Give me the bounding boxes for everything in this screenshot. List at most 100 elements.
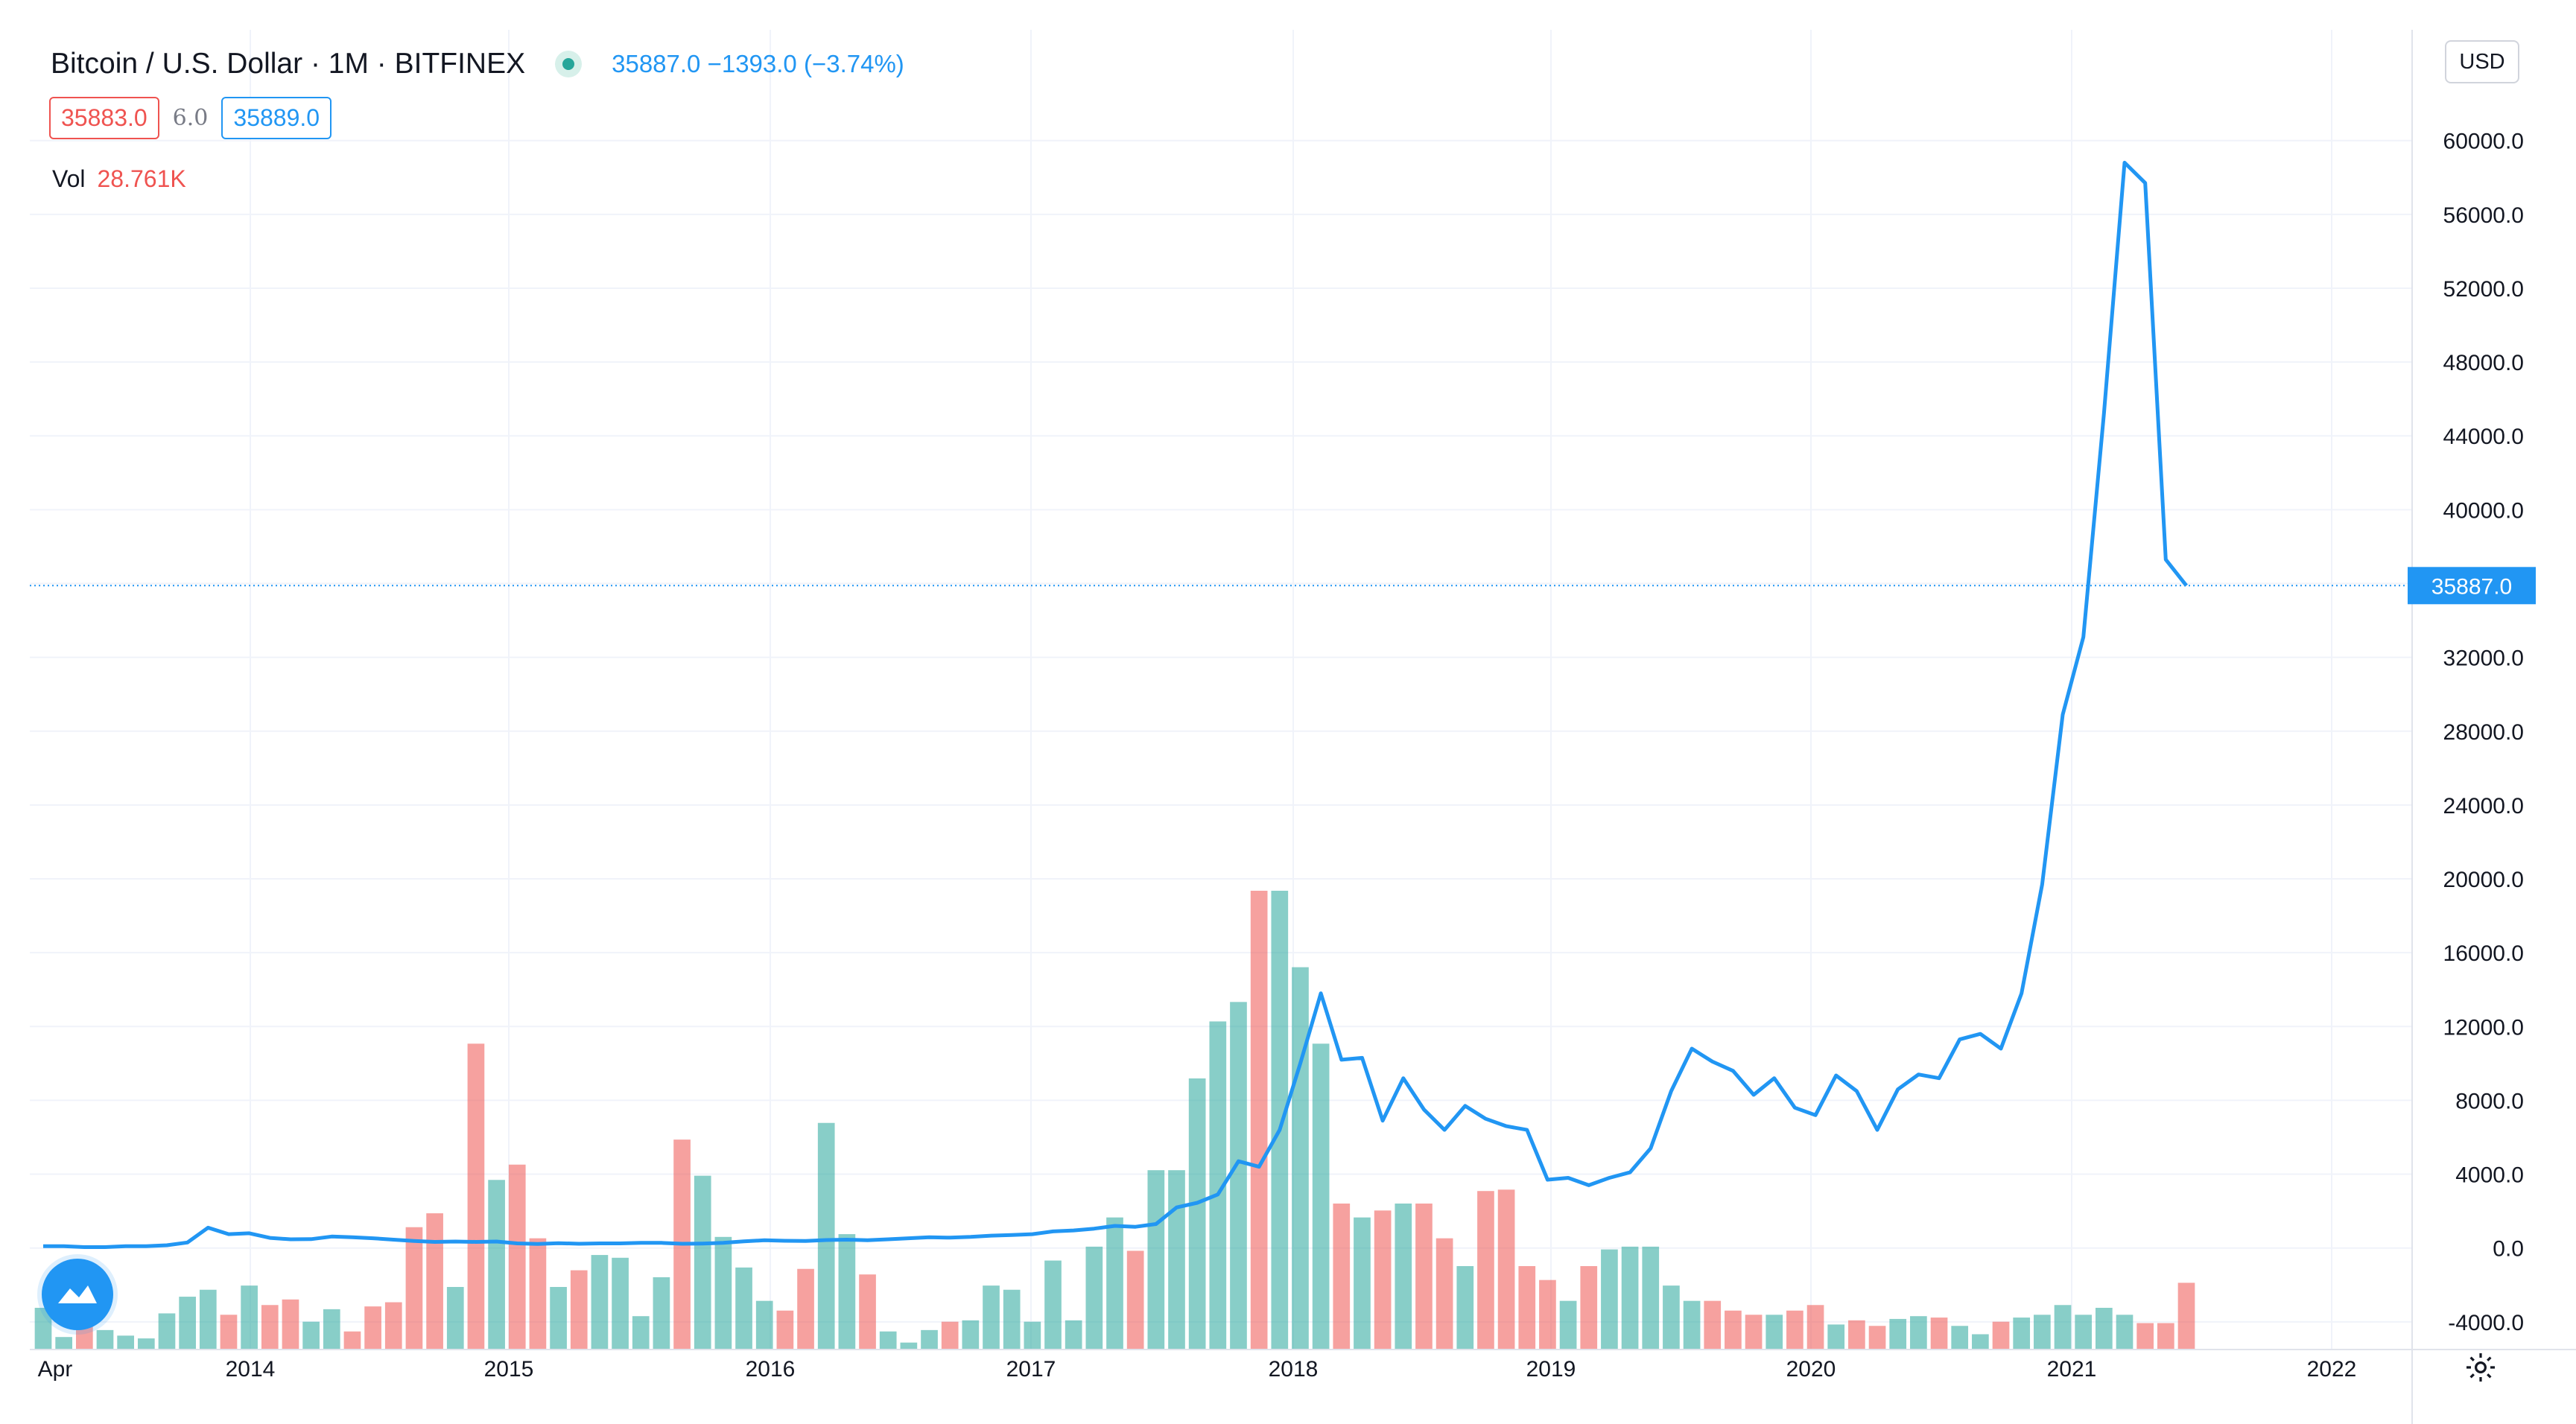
volume-bar [1889,1318,1907,1350]
volume-bar [1044,1260,1062,1350]
price-axis: -4000.0 0.0 4000.0 8000.0 12000.0 16000.0 2000… [2443,130,2524,1335]
volume-bar [817,1122,835,1350]
volume-bar [900,1342,918,1350]
volume-bar [1910,1316,1927,1350]
volume-bar [1188,1078,1206,1350]
sell-price-button[interactable]: 35883.0 [49,97,159,139]
volume-bar [1497,1189,1515,1350]
volume-bar [1435,1238,1453,1350]
volume-bar [632,1316,650,1350]
volume-bar [550,1287,567,1350]
x-tick-label: 2015 [484,1357,534,1382]
y-tick-label: 56000.0 [2443,203,2524,228]
volume-bar [261,1305,279,1350]
volume-bar [96,1329,114,1350]
volume-bar [1395,1204,1412,1350]
volume-bar [117,1335,134,1350]
volume-bar [838,1234,856,1350]
x-tick-label: Apr [38,1357,73,1382]
volume-bar [1725,1310,1742,1350]
y-tick-label: 16000.0 [2443,941,2524,966]
last-price-label: 35887.0 [2431,574,2512,599]
volume-bar [612,1257,629,1350]
volume-bar [1745,1315,1763,1350]
volume-bar [1250,891,1268,1350]
volume-bar [199,1289,217,1350]
volume-bar [55,1337,73,1350]
volume-bar [1951,1326,1969,1350]
volume-bar [1209,1021,1227,1350]
volume-bar [1601,1249,1618,1350]
bid-ask-row: 35883.0 6.0 35889.0 [49,97,332,139]
volume-bar [1806,1305,1824,1350]
y-tick-label: 40000.0 [2443,498,2524,523]
volume-bar [137,1338,155,1350]
volume-bar [1003,1289,1021,1350]
volume-bar [220,1315,238,1350]
volume-label: Vol [52,165,86,192]
volume-bar [158,1313,176,1350]
x-tick-label: 2016 [746,1357,796,1382]
volume-bar [941,1321,959,1350]
chart-grid [30,30,2412,1350]
volume-bar [962,1320,980,1350]
x-tick-label: 2022 [2307,1357,2357,1382]
volume-bar [879,1331,897,1350]
volume-bar [1663,1285,1680,1350]
symbol-title[interactable]: Bitcoin / U.S. Dollar · 1M · BITFINEX [51,48,526,80]
volume-bar [529,1238,547,1350]
volume-bar [179,1297,196,1350]
volume-bar [1271,891,1289,1350]
volume-bar [34,1308,52,1350]
volume-bar [1415,1204,1433,1350]
volume-bar [1827,1324,1845,1350]
volume-bar [282,1299,299,1350]
volume-bar [1168,1170,1185,1350]
volume-bar [343,1331,361,1350]
volume-bar [1312,1043,1330,1350]
volume-bar [1930,1317,1948,1350]
volume-bar [2177,1282,2195,1350]
time-axis: Apr 2014 2015 2016 2017 2018 2019 2020 2021 2022 [38,1357,2357,1382]
volume-bar [1868,1326,1886,1350]
volume-bar [2136,1323,2154,1350]
x-tick-label: 2018 [1269,1357,1319,1382]
x-tick-label: 2020 [1786,1357,1836,1382]
volume-bar [1085,1246,1103,1350]
volume-bar [2013,1317,2031,1350]
volume-bar [1580,1266,1598,1350]
x-tick-label: 2021 [2047,1357,2097,1382]
volume-bar [755,1300,773,1350]
y-tick-label: 12000.0 [2443,1015,2524,1040]
volume-bar [921,1329,938,1350]
volume-bar [1559,1300,1577,1350]
volume-bar [776,1310,794,1350]
volume-bar [508,1164,526,1350]
volume-bar [75,1326,93,1350]
currency-button[interactable]: USD [2445,40,2519,83]
volume-bar [591,1255,609,1350]
y-tick-label: 28000.0 [2443,720,2524,745]
volume-bar [446,1287,464,1350]
volume-bar [426,1213,443,1350]
volume-bar [1848,1320,1865,1350]
y-tick-label: 24000.0 [2443,794,2524,819]
y-tick-label: 44000.0 [2443,425,2524,449]
gear-icon[interactable] [2458,1345,2503,1390]
tradingview-logo-icon[interactable] [42,1259,113,1330]
volume-bar [1704,1300,1722,1350]
volume-bar [405,1227,423,1350]
volume-bar [467,1043,485,1350]
volume-bar [859,1274,876,1350]
volume-value: 28.761K [97,165,186,192]
volume-bars [34,891,2195,1350]
volume-bar [1621,1246,1639,1350]
volume-bar [1126,1250,1144,1350]
volume-bar [1766,1315,1783,1350]
price-series-line [43,160,2188,1249]
volume-bar [1106,1217,1123,1350]
buy-price-button[interactable]: 35889.0 [221,97,332,139]
volume-bar [241,1285,258,1350]
volume-bar [1972,1334,1989,1350]
